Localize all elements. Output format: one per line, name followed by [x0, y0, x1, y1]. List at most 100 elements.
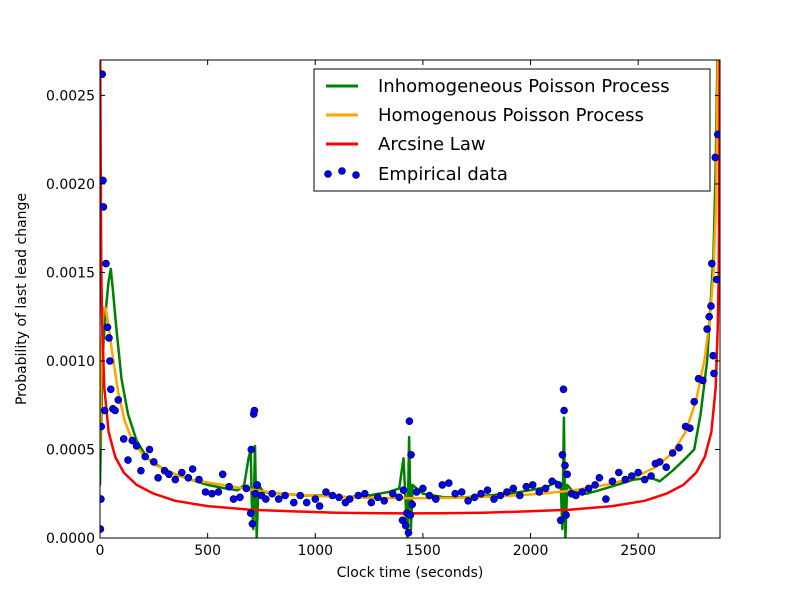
- data-point: [703, 325, 711, 333]
- y-tick-label: 0.0000: [46, 531, 95, 547]
- data-point: [229, 495, 238, 503]
- data-point: [560, 406, 568, 415]
- data-point: [591, 481, 599, 489]
- data-point: [405, 417, 414, 426]
- data-point: [621, 475, 630, 484]
- data-point: [558, 450, 567, 459]
- legend-box: [313, 68, 711, 192]
- data-point: [578, 488, 587, 496]
- data-point: [100, 495, 105, 503]
- data-point: [360, 489, 369, 498]
- data-point: [675, 443, 683, 452]
- y-axis: 0.0000 0.0005 0.0010 0.0015 0.0020 0.0025: [46, 88, 720, 547]
- data-point: [707, 302, 715, 310]
- legend-label-inhomogeneous: Inhomogeneous Poisson Process: [378, 76, 670, 97]
- x-tick-label: 2500: [620, 543, 656, 559]
- legend-marker-empirical: [338, 167, 346, 175]
- data-point: [444, 479, 453, 487]
- data-point: [225, 482, 233, 491]
- data-point: [709, 351, 717, 360]
- data-point: [128, 436, 137, 445]
- y-tick-label: 0.0015: [46, 265, 95, 281]
- data-point: [464, 496, 472, 505]
- data-point: [218, 470, 227, 479]
- data-point: [111, 406, 119, 415]
- data-point: [705, 312, 714, 321]
- data-point: [119, 435, 128, 443]
- data-point: [698, 376, 707, 385]
- data-point: [100, 203, 108, 211]
- legend: Inhomogeneous Poisson Process Homogenous…: [313, 68, 711, 192]
- data-point: [322, 488, 330, 496]
- data-point: [556, 516, 565, 525]
- data-point: [655, 458, 664, 466]
- data-point: [647, 472, 655, 480]
- data-point: [132, 442, 141, 450]
- data-point: [404, 528, 413, 537]
- data-point: [602, 495, 610, 503]
- data-point: [354, 491, 363, 500]
- data-point: [438, 481, 447, 489]
- data-point: [595, 473, 604, 482]
- data-point: [141, 452, 149, 461]
- data-point: [470, 493, 479, 502]
- x-tick-label: 0: [96, 543, 105, 559]
- data-point: [496, 491, 505, 500]
- data-point: [178, 468, 186, 477]
- data-point: [250, 406, 259, 415]
- data-point: [503, 488, 511, 496]
- data-point: [412, 488, 421, 496]
- data-point: [515, 491, 524, 500]
- data-point: [106, 357, 114, 365]
- data-point: [195, 475, 203, 484]
- data-point: [561, 461, 569, 470]
- data-point: [107, 385, 115, 394]
- x-tick-label: 1500: [405, 543, 441, 559]
- data-point: [171, 475, 180, 484]
- data-point: [408, 500, 417, 509]
- data-point: [509, 484, 518, 493]
- data-point: [302, 498, 311, 507]
- data-point: [399, 486, 408, 495]
- data-point: [554, 481, 563, 489]
- data-point: [562, 511, 570, 519]
- data-point: [367, 498, 376, 507]
- x-tick-label: 500: [194, 543, 221, 559]
- data-point: [274, 495, 283, 503]
- plot-frame: [99, 59, 721, 539]
- legend-marker-empirical: [324, 170, 332, 178]
- data-point: [431, 495, 440, 503]
- data-point: [584, 484, 593, 493]
- data-point: [457, 488, 466, 496]
- data-point: [419, 484, 427, 493]
- data-point: [253, 481, 262, 489]
- data-point: [406, 511, 415, 519]
- data-point: [246, 509, 255, 518]
- data-point: [686, 424, 694, 433]
- data-point: [425, 491, 434, 500]
- data-point: [281, 491, 289, 500]
- data-point: [137, 466, 145, 475]
- data-point: [296, 491, 305, 500]
- plot-area: [100, 60, 720, 538]
- data-point: [184, 473, 193, 482]
- data-point: [154, 473, 162, 482]
- x-tick-label: 2000: [513, 543, 549, 559]
- data-point: [627, 472, 636, 480]
- legend-label-arcsine: Arcsine Law: [378, 134, 486, 155]
- data-point: [388, 489, 397, 498]
- data-point: [608, 477, 617, 486]
- y-tick-label: 0.0005: [46, 442, 95, 458]
- legend-label-homogenous: Homogenous Poisson Process: [378, 105, 644, 126]
- data-point: [483, 486, 492, 495]
- data-point: [477, 489, 485, 498]
- data-point: [103, 323, 112, 332]
- data-point: [710, 369, 718, 378]
- data-point: [395, 493, 404, 502]
- data-point: [662, 463, 671, 472]
- data-point: [548, 477, 556, 486]
- data-point: [563, 470, 572, 479]
- data-point: [328, 491, 337, 500]
- data-point: [451, 489, 460, 498]
